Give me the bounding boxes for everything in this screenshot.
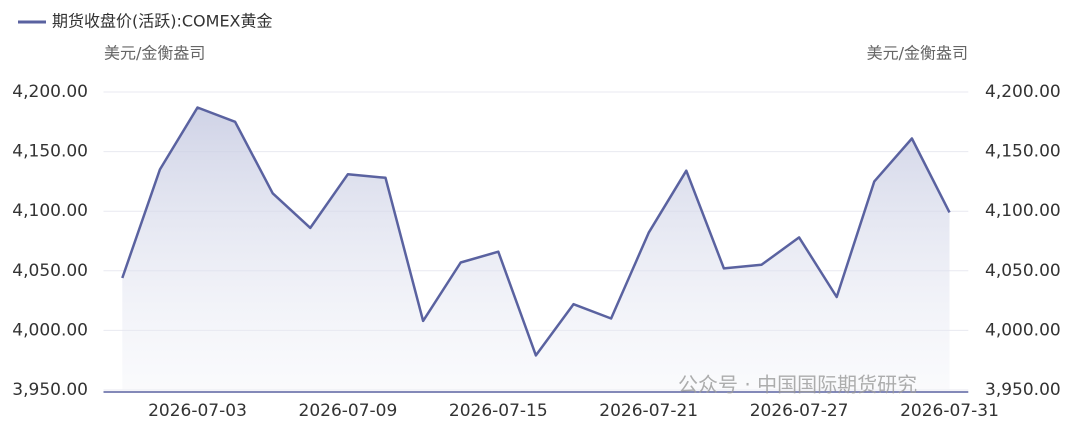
x-tick-label: 2026-07-27 bbox=[750, 401, 849, 421]
y-tick-label: 3,950.00 bbox=[12, 380, 88, 400]
y-axis-unit: 美元/金衡盎司 bbox=[104, 44, 205, 63]
y2-tick-label: 3,950.00 bbox=[985, 380, 1061, 400]
y2-tick-label: 4,050.00 bbox=[985, 261, 1061, 281]
line bbox=[121, 106, 951, 357]
y-tick-label: 4,150.00 bbox=[12, 142, 88, 162]
area bbox=[122, 107, 950, 390]
y2-tick-label: 4,200.00 bbox=[985, 82, 1061, 102]
y2-tick-label: 4,150.00 bbox=[985, 142, 1061, 162]
y2-axis-unit: 美元/金衡盎司 bbox=[867, 44, 968, 63]
x-tick-label: 2026-07-09 bbox=[299, 401, 398, 421]
x-tick-label: 2026-07-21 bbox=[599, 401, 698, 421]
y-tick-label: 4,200.00 bbox=[12, 82, 88, 102]
y-tick-label: 4,000.00 bbox=[12, 320, 88, 340]
y-tick-label: 4,050.00 bbox=[12, 261, 88, 281]
y-tick-label: 4,100.00 bbox=[12, 201, 88, 221]
legend-label: 期货收盘价(活跃):COMEX黄金 bbox=[52, 12, 273, 31]
x-tick-label: 2026-07-15 bbox=[449, 401, 548, 421]
x-tick-label: 2026-07-03 bbox=[148, 401, 247, 421]
watermark: 公众号 · 中国国际期货研究 bbox=[678, 373, 917, 397]
plot-area: 3,950.00 4,000.00 4,050.00 4,100.00 4,150.00… bbox=[12, 82, 1060, 421]
y2-tick-label: 4,000.00 bbox=[985, 320, 1061, 340]
y2-tick-label: 4,100.00 bbox=[985, 201, 1061, 221]
x-tick-label: 2026-07-31 bbox=[900, 401, 999, 421]
